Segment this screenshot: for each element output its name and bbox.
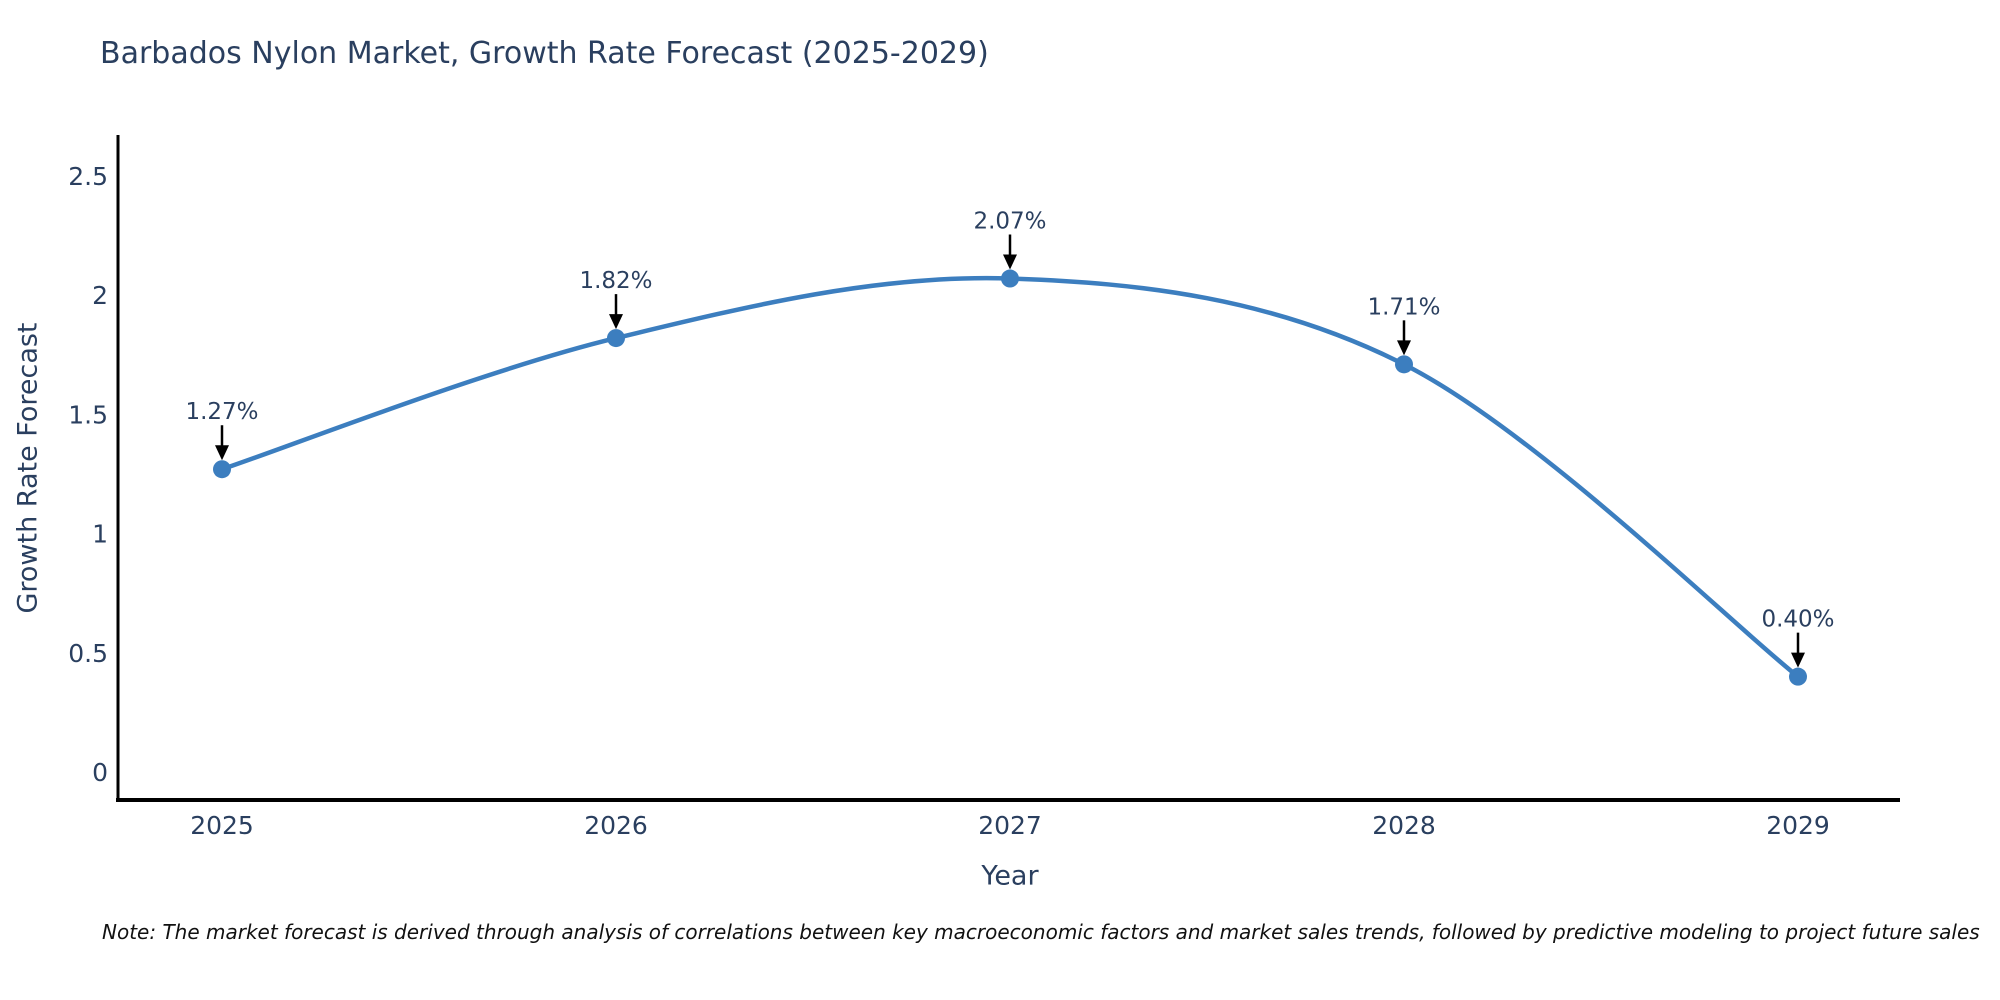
chart-title: Barbados Nylon Market, Growth Rate Forec… <box>100 36 989 71</box>
y-tick-label: 2.5 <box>68 162 108 191</box>
x-tick-label: 2028 <box>1372 811 1436 840</box>
x-tick-label: 2029 <box>1766 811 1830 840</box>
data-point-label: 0.40% <box>1761 607 1834 633</box>
data-point-label: 1.82% <box>579 268 652 294</box>
annotation-arrowhead-icon <box>609 314 623 330</box>
y-axis-title: Growth Rate Forecast <box>12 322 44 614</box>
annotation-arrowhead-icon <box>1003 254 1017 270</box>
trend-line <box>219 275 1801 679</box>
data-point-marker <box>1001 269 1019 288</box>
y-tick-label: 1.5 <box>68 400 108 429</box>
x-tick-label: 2026 <box>584 811 648 840</box>
y-tick-label: 0 <box>92 758 108 787</box>
x-tick-label: 2025 <box>190 811 254 840</box>
annotation-arrowhead-icon <box>1791 652 1805 668</box>
x-tick-label: 2027 <box>978 811 1042 840</box>
y-tick-label: 1 <box>92 520 108 549</box>
x-axis-title: Year <box>981 860 1039 892</box>
data-point-marker <box>607 329 625 348</box>
data-point-marker <box>213 460 231 479</box>
chart-note: Note: The market forecast is derived thr… <box>102 920 1980 944</box>
data-point-label: 1.71% <box>1367 294 1440 320</box>
data-point-marker <box>1395 355 1413 374</box>
data-point-label: 2.07% <box>973 209 1046 235</box>
annotation-arrowhead-icon <box>215 445 229 461</box>
annotation-arrowhead-icon <box>1397 340 1411 356</box>
y-tick-label: 0.5 <box>68 639 108 668</box>
y-tick-label: 2 <box>92 281 108 310</box>
data-point-label: 1.27% <box>185 399 258 425</box>
data-point-marker <box>1789 667 1807 686</box>
